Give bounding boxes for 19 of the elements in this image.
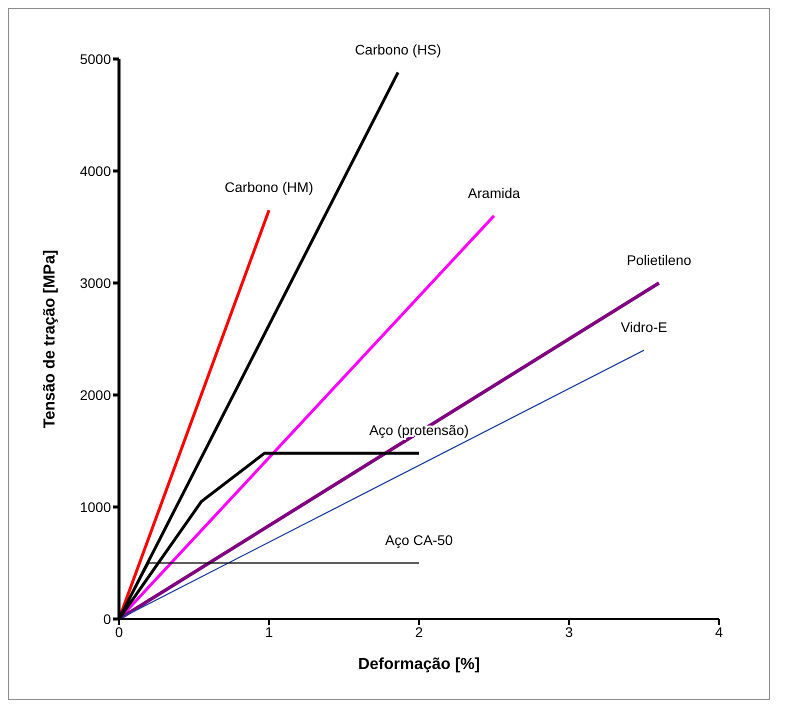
annotation: Carbono (HM) <box>224 179 314 196</box>
annotation: Carbono (HS) <box>354 41 442 58</box>
annotation: Polietileno <box>626 252 692 268</box>
x-tick-label: 2 <box>415 624 424 640</box>
y-tick-label: 1000 <box>80 498 112 515</box>
y-tick-label: 3000 <box>80 274 112 291</box>
x-tick-label: 1 <box>265 624 274 640</box>
y-tick-label: 5000 <box>80 50 112 67</box>
x-tick-label: 0 <box>115 624 124 640</box>
annotation: Vidro-E <box>620 319 668 336</box>
annotation: Aramida <box>468 184 520 201</box>
y-axis-title: Tensão de tração [MPa] <box>42 250 59 428</box>
y-tick-label: 4000 <box>80 162 112 179</box>
x-tick-label: 3 <box>565 624 574 640</box>
x-tick-label: 4 <box>715 624 724 640</box>
y-tick-label: 0 <box>103 610 112 627</box>
y-tick-label: 2000 <box>80 386 112 403</box>
annotation: Aço CA-50 <box>385 532 454 548</box>
x-axis-title: Deformação [%] <box>358 656 480 673</box>
